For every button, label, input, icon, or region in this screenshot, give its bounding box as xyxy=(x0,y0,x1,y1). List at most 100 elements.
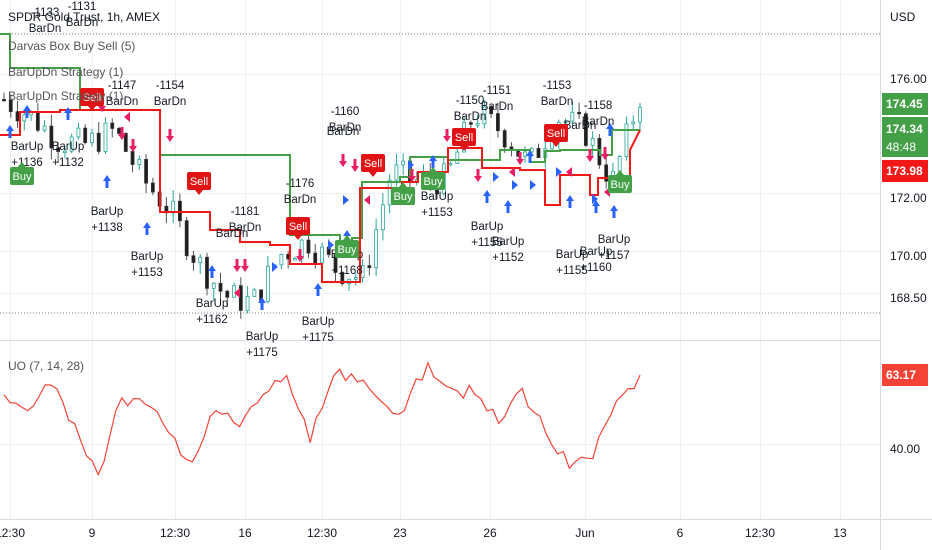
sell-pointer xyxy=(195,190,203,195)
uo-label[interactable]: UO (7, 14, 28) xyxy=(8,359,84,373)
barup-label: BarUp xyxy=(11,141,44,153)
arrow-up-icon xyxy=(429,155,437,168)
arrow-down-icon xyxy=(408,169,416,182)
arrow-down-icon xyxy=(129,139,137,152)
candle-body xyxy=(265,265,270,302)
indicator-barupdn-1[interactable]: BarUpDn Strategy (1) xyxy=(8,65,123,79)
uo-line xyxy=(3,361,641,477)
arrow-up-icon xyxy=(6,125,14,138)
bardn-id: -1154 xyxy=(156,80,185,92)
buy-badge xyxy=(391,187,415,205)
sell-badge xyxy=(286,217,310,235)
arrow-down-icon xyxy=(474,169,482,182)
buy-pointer xyxy=(429,167,437,172)
time-tick: 12:30 xyxy=(307,526,337,540)
buy-label: Buy xyxy=(338,244,357,256)
sell-label: Sell xyxy=(455,132,473,144)
candle-body xyxy=(178,200,182,222)
badge-red xyxy=(882,160,928,182)
candle-body xyxy=(49,125,54,149)
arrow-down-icon xyxy=(443,129,451,142)
barup-label: BarUp xyxy=(246,331,279,343)
candle-body xyxy=(604,164,609,182)
candle-body xyxy=(245,295,250,311)
barup-id: +1138 xyxy=(91,222,122,234)
candle-body xyxy=(238,285,243,311)
candle-body xyxy=(340,271,345,284)
candle-body xyxy=(103,122,108,152)
arrow-up-icon xyxy=(258,297,266,310)
candle-body xyxy=(367,265,372,269)
candle-body xyxy=(523,151,527,157)
buy-pointer xyxy=(18,162,26,167)
time-tick: 23 xyxy=(393,526,407,540)
candle-body xyxy=(123,133,128,152)
indicator-barupdn-2[interactable]: BarUpDn Strategy (1) xyxy=(8,89,123,103)
symbol-title: SPDR Gold Trust, 1h, AMEX xyxy=(8,10,160,24)
sell-badge xyxy=(452,128,476,146)
flag-right-icon xyxy=(512,180,518,190)
bardn-label: BarDn xyxy=(541,96,574,108)
badge-green-top-text: 174.45 xyxy=(886,97,923,111)
currency-label: USD xyxy=(890,10,916,24)
sell-pointer xyxy=(294,235,302,240)
bardn-label: BarDn xyxy=(327,126,360,138)
barup-id: +1153 xyxy=(131,267,162,279)
candle-body xyxy=(313,252,318,264)
buy-pointer xyxy=(343,235,351,240)
barup-id: +1132 xyxy=(52,157,83,169)
indicator-darvas[interactable]: Darvas Box Buy Sell (5) xyxy=(8,39,135,53)
barup-label: BarUp xyxy=(598,234,631,246)
flag-right-icon xyxy=(408,160,414,170)
candle-body xyxy=(110,122,115,129)
bardn-label: BarDn xyxy=(284,194,317,206)
buy-pointer xyxy=(616,170,624,175)
candle-body xyxy=(198,256,203,263)
barup-label: BarUp xyxy=(580,246,613,258)
flag-right-icon xyxy=(556,167,562,177)
candle-body xyxy=(489,106,494,115)
time-tick: 13 xyxy=(833,526,847,540)
candle-body xyxy=(279,253,284,266)
candle-body xyxy=(502,130,507,148)
buy-label: Buy xyxy=(13,171,32,183)
buy-badge xyxy=(10,167,34,185)
time-tick: Jun xyxy=(575,526,594,540)
candle-body xyxy=(117,128,121,134)
candle-body xyxy=(448,163,453,166)
bardn-label: BarDn xyxy=(229,222,262,234)
time-tick: 26 xyxy=(483,526,497,540)
flag-left-icon xyxy=(234,288,240,298)
candle-body xyxy=(184,220,189,257)
barup-id: +1157 xyxy=(598,250,629,262)
arrow-down-icon xyxy=(516,152,524,165)
bardn-label: BarDn xyxy=(454,111,487,123)
bardn-label: BarDn xyxy=(66,17,99,29)
arrow-up-icon xyxy=(592,200,600,213)
candle-body xyxy=(15,111,20,122)
arrow-up-icon xyxy=(103,175,111,188)
bardn-id: -1151 xyxy=(483,85,512,97)
candle-body xyxy=(144,159,148,184)
barup-id: +1175 xyxy=(302,332,333,344)
buy-badge xyxy=(335,240,359,258)
candle-body xyxy=(205,256,209,289)
flag-right-icon xyxy=(328,240,334,250)
badge-uo-text: 63.17 xyxy=(886,368,916,382)
candle-body xyxy=(83,127,88,143)
candle-body xyxy=(56,147,61,152)
barup-id: +1155 xyxy=(556,265,587,277)
candle-body xyxy=(211,282,216,289)
arrow-up-icon xyxy=(64,107,72,120)
bardn-id: -1160 xyxy=(331,106,360,118)
flag-left-icon xyxy=(124,112,130,122)
bardn-id: -1147 xyxy=(108,80,137,92)
price-tick-168-5: 168.50 xyxy=(890,291,927,305)
sell-pointer xyxy=(460,146,468,151)
candle-body xyxy=(570,111,575,122)
candle-body xyxy=(482,106,487,125)
barup-id: +1152 xyxy=(492,252,523,264)
sell-badge xyxy=(80,88,104,106)
arrow-up-icon xyxy=(566,195,574,208)
